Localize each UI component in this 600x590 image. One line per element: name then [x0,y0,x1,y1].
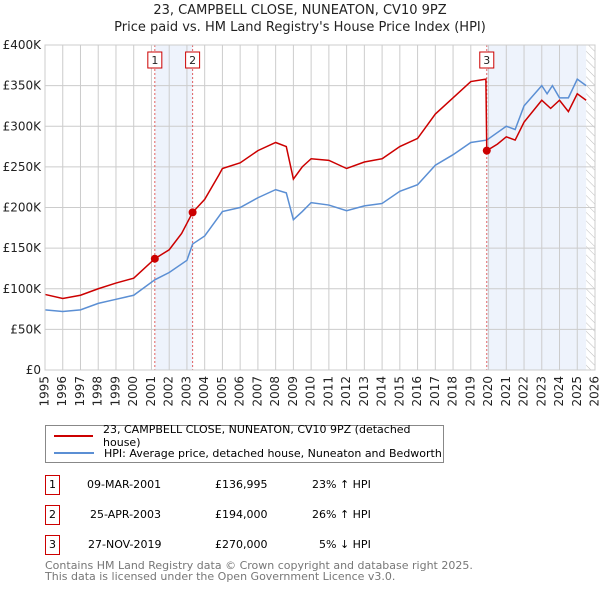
x-tick-label: 2024 [552,376,566,407]
sale-hpi: 5% ↓ HPI [319,538,371,551]
sale-price: £194,000 [215,508,268,521]
plot-area: 1995 1996 1997 1998 1999 2000 2001 2002 2003 2004… [3,38,600,407]
sale-date: 25-APR-2003 [90,508,162,521]
sale-row: 2 25-APR-2003 £194,000 26% ↑ HPI [45,505,445,525]
x-tick-label: 2009 [286,376,300,407]
y-tick-label: £100K [3,282,43,296]
x-tick-label: 2001 [144,376,158,407]
x-tick-label: 2026 [588,376,600,407]
x-tick-label: 2011 [321,376,335,407]
x-tick-label: 2008 [268,376,282,407]
sale-row: 3 27-NOV-2019 £270,000 5% ↓ HPI [45,535,445,555]
footer-copyright: Contains HM Land Registry data © Crown c… [45,559,473,572]
y-tick-label: £0 [26,363,41,377]
hpi-line [44,77,587,313]
y-tick-label: £50K [10,322,42,336]
sale-point [188,208,197,217]
y-tick-label: £350K [3,79,43,93]
y-tick-label: £300K [3,119,43,133]
sale-price: £270,000 [215,538,268,551]
footer-licence: This data is licensed under the Open Gov… [45,570,396,583]
sale-hpi: 23% ↑ HPI [312,478,371,491]
x-tick-label: 2016 [410,376,424,407]
y-tick-label: £200K [3,201,43,215]
x-tick-label: 1999 [108,376,122,407]
x-tick-label: 2017 [428,376,442,407]
x-tick-label: 2025 [570,376,584,407]
sale-badge: 3 [45,535,60,555]
sale-price: £136,995 [215,478,268,491]
plot-border [44,44,596,371]
legend-label-hpi: HPI: Average price, detached house, Nune… [104,446,442,460]
x-tick-label: 1995 [38,376,52,407]
sale-row: 1 09-MAR-2001 £136,995 23% ↑ HPI [45,475,445,495]
chart-subtitle: Price paid vs. HM Land Registry's House … [114,20,486,35]
x-tick-label: 2023 [534,376,548,407]
x-tick-label: 2004 [197,376,211,407]
x-tick-label: 2015 [392,376,406,407]
x-tick-label: 1996 [55,376,69,407]
x-tick-label: 2006 [233,376,247,407]
legend-swatch-property [54,435,94,437]
sale-point [150,254,159,263]
x-tick-label: 2018 [446,376,460,407]
sale-label: 2 [189,54,196,67]
x-tick-label: 2012 [339,376,353,407]
x-tick-label: 2020 [481,376,495,407]
x-tick-label: 2002 [162,376,176,407]
legend: 23, CAMPBELL CLOSE, NUNEATON, CV10 9PZ (… [45,423,444,463]
sale-label: 1 [151,54,158,67]
sale-date: 27-NOV-2019 [88,538,162,551]
x-tick-label: 2013 [357,376,371,407]
property-line [44,78,587,300]
x-tick-label: 2003 [179,376,193,407]
legend-label-property: 23, CAMPBELL CLOSE, NUNEATON, CV10 9PZ (… [103,423,411,449]
x-tick-label: 2019 [463,376,477,407]
x-tick-label: 2000 [126,376,140,407]
x-tick-label: 2014 [375,376,389,407]
y-tick-label: £400K [3,38,43,52]
x-tick-label: 1998 [91,376,105,407]
legend-swatch-hpi [54,452,94,454]
sale-point [482,146,491,155]
sale-badge: 2 [45,505,60,525]
x-tick-label: 2005 [215,376,229,407]
y-tick-label: £150K [3,241,43,255]
sale-label-box [479,51,495,69]
sale-date: 09-MAR-2001 [87,478,162,491]
x-tick-label: 2022 [517,376,531,407]
sale-badge: 1 [45,475,60,495]
x-tick-label: 2010 [304,376,318,407]
sale-label-box [147,51,163,69]
sale-hpi: 26% ↑ HPI [312,508,371,521]
y-tick-label: £250K [3,160,43,174]
sale-label-box [185,51,201,69]
x-tick-label: 2007 [250,376,264,407]
x-tick-label: 1997 [73,376,87,407]
x-tick-label: 2021 [499,376,513,407]
chart-title: 23, CAMPBELL CLOSE, NUNEATON, CV10 9PZ [153,3,447,18]
sale-label: 3 [483,54,490,67]
